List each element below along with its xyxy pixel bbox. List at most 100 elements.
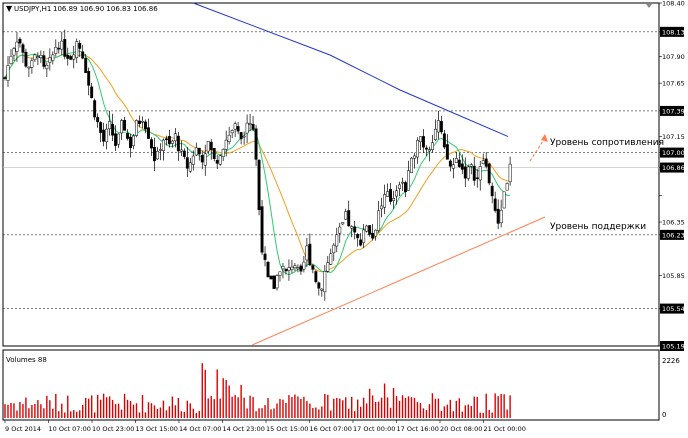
candle-body-113 <box>341 222 345 225</box>
volume-bar-143 <box>431 393 434 418</box>
candle-body-165 <box>496 208 500 224</box>
volume-bar-7 <box>25 397 27 418</box>
candle-body-105 <box>317 282 321 289</box>
candle-body-135 <box>407 170 410 191</box>
volume-bar-146 <box>440 410 443 418</box>
chart-shift-icon[interactable] <box>646 4 652 8</box>
volume-bar-147 <box>443 406 446 418</box>
volume-bar-75 <box>228 385 230 418</box>
candle-body-112 <box>338 226 342 234</box>
volume-bar-43 <box>132 404 135 418</box>
candle-body-128 <box>386 191 390 197</box>
volume-bar-78 <box>237 397 239 418</box>
candle-body-51 <box>155 150 159 160</box>
price-label-bg-12 <box>660 303 684 314</box>
volume-bar-126 <box>380 397 383 418</box>
volume-bar-96 <box>291 397 293 418</box>
volume-bar-100 <box>303 396 305 418</box>
candle-body-129 <box>389 188 393 202</box>
candle-body-87 <box>263 253 267 260</box>
candle-body-167 <box>502 191 506 209</box>
volume-bar-4 <box>16 410 18 418</box>
volume-bar-92 <box>279 398 281 418</box>
volume-bar-35 <box>108 396 111 418</box>
volume-bar-72 <box>219 398 221 418</box>
candle-body-96 <box>290 266 294 270</box>
candle-body-97 <box>293 265 297 269</box>
volume-panel-frame <box>2 349 660 421</box>
time-label-6: 15 Oct 15:00 <box>266 425 308 433</box>
candle-body-92 <box>278 271 282 276</box>
candle-body-77 <box>233 123 237 130</box>
volume-bar-115 <box>348 408 350 418</box>
volume-bar-47 <box>144 412 147 418</box>
candle-body-146 <box>439 121 443 133</box>
candle-body-100 <box>302 261 306 270</box>
volume-bar-109 <box>330 410 332 418</box>
chart-header-ohlc: 106.89 106.90 106.83 106.86 <box>53 5 158 13</box>
volume-bar-45 <box>138 412 141 418</box>
volume-bar-98 <box>297 396 299 418</box>
candle-body-53 <box>161 139 165 151</box>
candle-body-137 <box>413 155 416 159</box>
volume-bar-71 <box>216 369 218 418</box>
candle-body-21 <box>66 54 70 59</box>
candle-body-81 <box>245 122 249 134</box>
volume-axis-max: 2226 <box>662 357 680 365</box>
candle-body-37 <box>114 133 118 146</box>
volume-bar-119 <box>359 406 362 418</box>
candle-body-106 <box>320 288 324 291</box>
volume-bar-104 <box>315 407 317 418</box>
candle-body-12 <box>39 54 43 58</box>
candle-body-44 <box>135 120 138 136</box>
candle-body-169 <box>508 163 512 183</box>
candle-body-125 <box>377 210 381 231</box>
candle-body-74 <box>224 139 228 150</box>
candle-body-91 <box>275 275 279 289</box>
candle-body-149 <box>448 160 452 167</box>
candle-body-33 <box>102 129 106 142</box>
candle-body-31 <box>96 117 100 123</box>
volume-bar-79 <box>240 384 242 418</box>
candle-body-76 <box>230 130 234 134</box>
price-label-0: 108.40 <box>662 0 685 8</box>
resistance-arrow-head <box>541 134 548 142</box>
candle-body-136 <box>410 157 413 174</box>
price-label-7: 106.86 <box>662 164 685 172</box>
volume-bar-52 <box>159 407 162 418</box>
support-trendline <box>252 216 546 346</box>
candle-body-101 <box>305 245 309 261</box>
volume-bar-5 <box>19 401 21 418</box>
candle-body-158 <box>475 177 479 179</box>
price-label-bg-7 <box>660 162 684 173</box>
volume-bar-6 <box>22 404 24 418</box>
volume-bar-111 <box>336 397 338 418</box>
time-label-7: 16 Oct 07:00 <box>310 425 352 433</box>
volume-bar-54 <box>165 410 168 418</box>
candle-body-67 <box>203 153 207 166</box>
time-label-1: 10 Oct 07:00 <box>49 425 91 433</box>
price-label-4: 107.39 <box>662 107 685 115</box>
volume-bar-145 <box>437 398 440 418</box>
candle-body-0 <box>3 77 7 79</box>
candle-body-14 <box>45 65 49 70</box>
candle-body-120 <box>362 229 366 243</box>
candle-body-60 <box>182 150 186 157</box>
volume-bar-14 <box>46 395 48 418</box>
volume-bar-137 <box>413 397 416 418</box>
candle-body-6 <box>21 44 25 53</box>
volume-bar-63 <box>192 408 194 418</box>
candle-body-72 <box>218 155 222 165</box>
volume-bar-94 <box>285 402 287 418</box>
price-label-12: 105.54 <box>662 305 685 313</box>
volume-bar-64 <box>195 412 197 418</box>
candle-body-85 <box>257 159 261 210</box>
volume-bar-27 <box>84 397 87 418</box>
candle-body-164 <box>493 198 497 211</box>
candle-body-107 <box>323 271 327 293</box>
candle-body-88 <box>266 261 270 278</box>
candle-body-41 <box>126 133 129 139</box>
candle-body-36 <box>111 123 115 136</box>
